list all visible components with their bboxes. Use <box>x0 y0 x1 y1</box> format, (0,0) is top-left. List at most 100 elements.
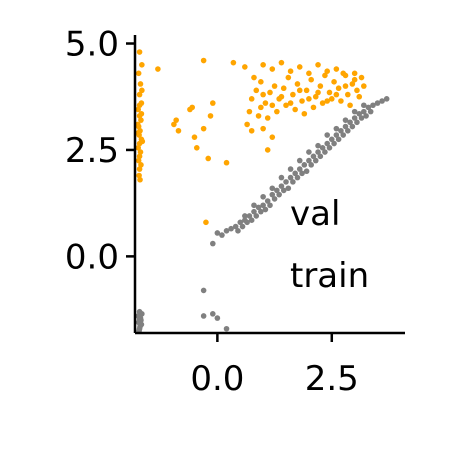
point-val-98 <box>338 98 344 104</box>
point-train-57 <box>239 223 246 230</box>
point-train-15 <box>214 315 221 321</box>
point-val-91 <box>274 108 280 115</box>
point-val-50 <box>246 108 253 115</box>
point-val-94 <box>301 110 308 117</box>
point-val-65 <box>312 93 319 100</box>
point-val-83 <box>324 68 331 74</box>
point-val-20 <box>136 172 142 179</box>
point-val-110 <box>333 91 340 98</box>
point-val-17 <box>135 157 142 164</box>
legend-entry-train: train <box>290 256 369 296</box>
point-train-11 <box>136 316 143 323</box>
point-val-89 <box>258 104 264 111</box>
point-val-106 <box>296 87 303 94</box>
point-train-99 <box>361 102 367 109</box>
point-val-66 <box>317 83 324 89</box>
point-train-31 <box>274 187 280 194</box>
point-train-75 <box>322 149 328 155</box>
point-val-1 <box>139 62 145 68</box>
point-train-30 <box>269 191 276 198</box>
point-val-64 <box>308 76 314 83</box>
point-val-26 <box>138 110 145 117</box>
point-val-40 <box>200 57 207 64</box>
point-train-69 <box>294 174 301 181</box>
point-val-99 <box>347 102 353 109</box>
point-train-80 <box>345 127 351 134</box>
point-val-52 <box>253 87 260 94</box>
point-train-88 <box>260 193 266 200</box>
point-train-54 <box>379 98 385 104</box>
x-tick-label: 2.5 <box>305 359 359 399</box>
point-train-41 <box>319 145 326 151</box>
point-val-90 <box>264 115 271 121</box>
point-val-28 <box>155 66 161 72</box>
point-train-13 <box>200 313 207 319</box>
point-val-47 <box>255 113 262 119</box>
point-val-0 <box>136 49 143 55</box>
point-val-23 <box>134 121 141 128</box>
point-val-70 <box>335 85 342 92</box>
point-train-34 <box>287 174 294 181</box>
point-val-74 <box>354 87 360 94</box>
point-train-17 <box>210 240 216 247</box>
point-val-88 <box>248 127 255 134</box>
point-train-65 <box>276 191 282 198</box>
point-train-16 <box>223 325 230 332</box>
point-train-79 <box>340 132 347 138</box>
point-train-28 <box>260 202 266 209</box>
point-train-73 <box>312 157 319 164</box>
point-val-39 <box>210 100 216 106</box>
point-val-62 <box>299 98 305 104</box>
point-val-108 <box>315 89 321 96</box>
point-val-92 <box>283 102 289 109</box>
point-train-48 <box>351 115 358 121</box>
point-train-37 <box>301 162 308 168</box>
series-val <box>134 49 367 226</box>
point-train-63 <box>267 202 273 209</box>
point-val-111 <box>342 83 349 89</box>
point-val-101 <box>361 83 367 89</box>
point-train-21 <box>228 225 234 232</box>
point-train-42 <box>324 140 331 147</box>
point-val-51 <box>248 96 255 102</box>
point-val-8 <box>138 117 144 123</box>
point-train-93 <box>306 149 312 155</box>
axes-layer: 0.0 2.5 5.0 0.0 2.5 <box>65 25 405 399</box>
point-val-60 <box>290 91 296 98</box>
series-train <box>135 96 390 334</box>
point-val-103 <box>269 102 276 109</box>
point-train-49 <box>356 110 363 117</box>
point-val-82 <box>315 62 321 68</box>
point-train-60 <box>253 213 260 219</box>
point-train-56 <box>235 228 241 234</box>
point-train-76 <box>326 145 333 151</box>
point-val-100 <box>356 93 363 100</box>
point-val-79 <box>287 68 294 74</box>
point-val-18 <box>138 162 144 168</box>
point-val-33 <box>189 104 195 111</box>
point-train-92 <box>296 157 303 164</box>
point-train-90 <box>278 174 285 181</box>
point-val-75 <box>358 74 365 81</box>
point-val-4 <box>136 91 143 98</box>
point-train-39 <box>310 153 317 160</box>
point-val-104 <box>278 93 285 100</box>
point-val-80 <box>296 64 303 70</box>
point-train-38 <box>306 157 312 164</box>
point-train-36 <box>296 166 303 172</box>
point-val-37 <box>205 155 212 162</box>
point-val-58 <box>280 85 287 92</box>
point-val-109 <box>324 98 331 104</box>
point-val-61 <box>294 81 301 87</box>
point-train-26 <box>251 208 257 215</box>
point-train-32 <box>278 183 285 189</box>
point-train-91 <box>287 166 294 172</box>
point-train-47 <box>347 119 353 126</box>
point-val-48 <box>260 125 266 132</box>
point-train-20 <box>223 228 230 234</box>
point-val-54 <box>262 100 269 106</box>
point-train-96 <box>333 125 340 132</box>
x-tick-label: 0.0 <box>190 359 244 399</box>
